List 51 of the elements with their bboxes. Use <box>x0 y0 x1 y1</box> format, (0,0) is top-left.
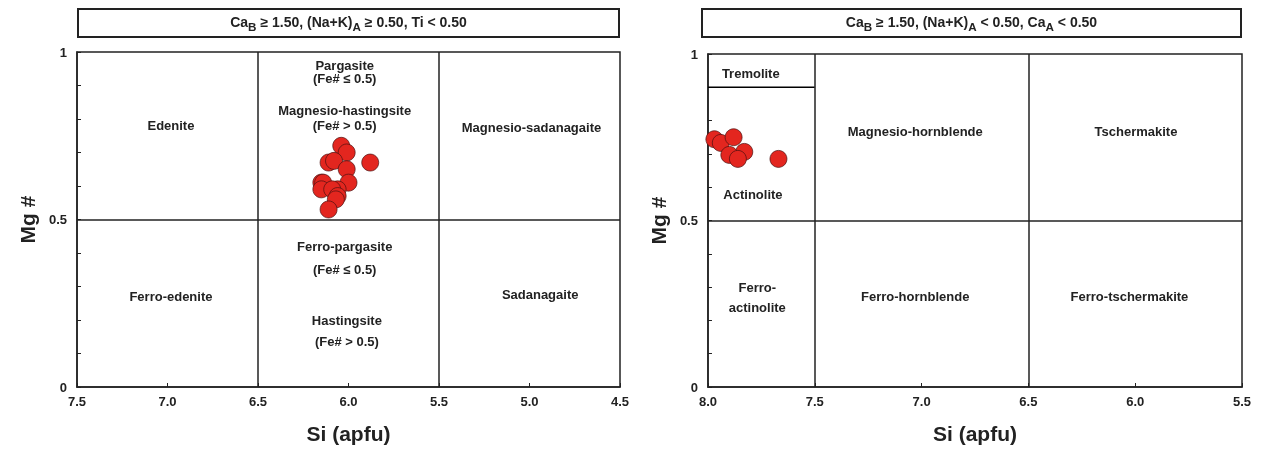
annotation: Ferro-edenite <box>129 289 213 305</box>
annotation: Tremolite <box>721 66 780 82</box>
y-tick-label: 1 <box>59 44 67 60</box>
point <box>319 200 338 219</box>
x-tick-label: 7.0 <box>158 394 177 409</box>
annotation: Tschermakite <box>1094 124 1178 140</box>
annotation: (Fe# > 0.5) <box>314 333 379 349</box>
point <box>769 150 788 168</box>
point <box>325 152 343 170</box>
x-tick-label: 5.5 <box>1232 394 1252 409</box>
point <box>361 153 380 172</box>
y-tick-label: 0 <box>59 379 67 395</box>
chart-title: Ca$_{B}$ ≥ 1.50, (Na+K)$_{A}$ < 0.50, Ca$_{A}$ < 0.50 <box>845 13 1098 33</box>
x-tick-label: 6.0 <box>339 394 358 409</box>
x-tick-label: 7.5 <box>805 394 824 409</box>
point <box>724 128 743 147</box>
annotation: (Fe# > 0.5) <box>312 118 377 134</box>
annotation: Ferro-pargasite <box>297 238 393 254</box>
x-tick-label: 6.5 <box>1019 394 1038 409</box>
y-tick-label: 0.5 <box>48 212 67 227</box>
annotation: Ferro-hornblende <box>861 288 970 304</box>
x-axis-title: Si (apfu) <box>932 422 1017 445</box>
y-tick-label: 1 <box>690 46 698 62</box>
x-tick-label: 7.0 <box>912 394 931 409</box>
annotation: Actinolite <box>723 187 783 203</box>
y-axis-title: Mg # <box>16 195 40 244</box>
y-axis-title: Mg # <box>647 196 670 245</box>
y-tick-label: 0.5 <box>679 213 698 228</box>
x-tick-label: 6.5 <box>248 394 268 409</box>
annotation: Sadanagaite <box>501 287 579 303</box>
annotation: Magnesio-hornblende <box>847 124 983 140</box>
annotation: Magnesio-sadanagaite <box>461 119 602 135</box>
chart-title: Ca$_{B}$ ≥ 1.50, (Na+K)$_{A}$ ≥ 0.50, Ti < 0.50 <box>230 13 467 33</box>
point <box>729 150 747 168</box>
annotation: Edenite <box>147 118 195 134</box>
x-tick-label: 5.0 <box>520 394 539 409</box>
annotation: Pargasite <box>315 57 374 73</box>
point <box>337 143 356 162</box>
annotation: actinolite <box>728 299 786 315</box>
y-tick-label: 0 <box>690 379 698 395</box>
annotation: Magnesio-hastingsite <box>278 103 412 119</box>
annotation: Ferro-tschermakite <box>1070 288 1189 304</box>
annotation: Ferro- <box>738 279 777 295</box>
annotation: (Fe# ≤ 0.5) <box>312 262 377 278</box>
x-tick-label: 6.0 <box>1126 394 1145 409</box>
x-tick-label: 4.5 <box>610 394 630 409</box>
annotation: Hastingsite <box>311 312 382 328</box>
x-tick-label: 5.5 <box>429 394 449 409</box>
x-tick-label: 7.5 <box>67 394 87 409</box>
x-tick-label: 8.0 <box>698 394 718 409</box>
x-axis-title: Si (apfu) <box>306 422 391 445</box>
